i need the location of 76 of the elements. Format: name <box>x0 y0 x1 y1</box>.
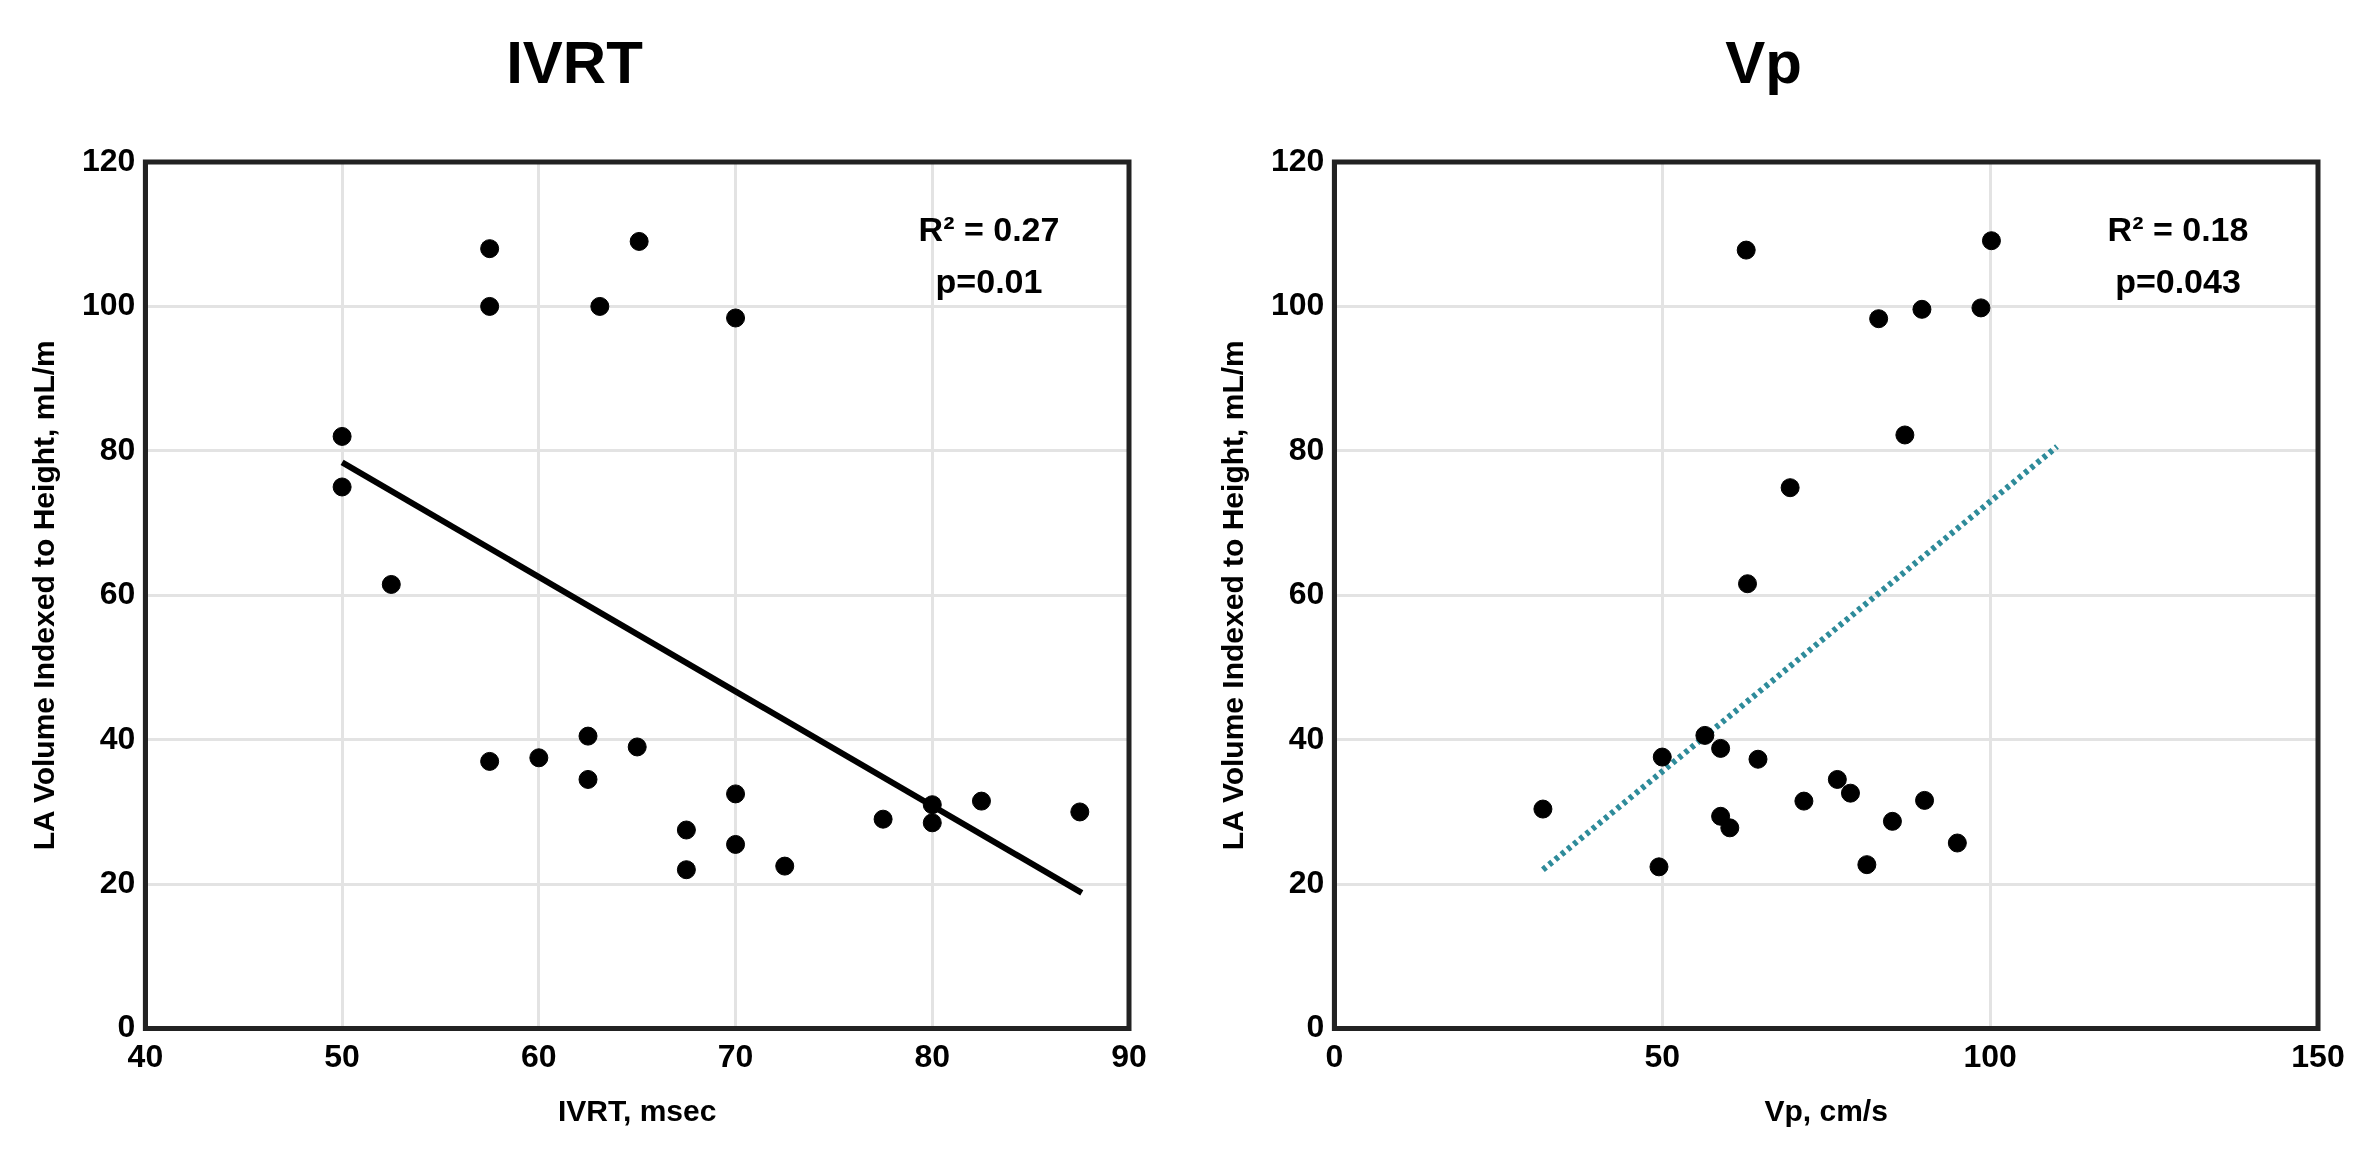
point <box>1736 240 1756 260</box>
point <box>480 239 500 259</box>
point <box>480 751 500 771</box>
x-tick-label: 70 <box>717 1037 754 1074</box>
point <box>332 426 352 446</box>
y-tick-label: 60 <box>1288 575 1325 612</box>
point <box>1738 574 1758 594</box>
y-tick-label: 80 <box>99 430 136 467</box>
point <box>1882 811 1902 831</box>
point <box>578 726 598 746</box>
point <box>1981 231 2001 251</box>
y-tick-label: 20 <box>1288 863 1325 900</box>
point <box>726 308 746 328</box>
point <box>1711 738 1731 758</box>
y-tick-label: 100 <box>1271 286 1325 323</box>
point <box>381 574 401 594</box>
point <box>873 809 893 829</box>
point <box>1070 802 1090 822</box>
chart-title: IVRT <box>506 28 643 96</box>
point <box>1748 749 1768 769</box>
point <box>922 795 942 815</box>
point <box>629 231 649 251</box>
y-tick-label: 120 <box>82 141 136 178</box>
point <box>1947 833 1967 853</box>
point <box>775 856 795 876</box>
point <box>726 834 746 854</box>
point <box>1869 309 1889 329</box>
point <box>1695 725 1715 745</box>
y-tick-label: 40 <box>1288 719 1325 756</box>
point <box>1840 783 1860 803</box>
chart-title: Vp <box>1725 28 1802 96</box>
x-tick-label: 80 <box>914 1037 951 1074</box>
y-axis-title: LA Volume Indexed to Height, mL/m <box>1216 340 1250 851</box>
point <box>1912 299 1932 319</box>
point <box>1533 799 1553 819</box>
x-axis-title: IVRT, msec <box>557 1094 717 1128</box>
annotation: R² = 0.27 <box>918 210 1060 249</box>
x-tick-label: 100 <box>1963 1037 2017 1074</box>
point <box>590 296 610 316</box>
point <box>1649 857 1669 877</box>
point <box>1971 298 1991 318</box>
point <box>971 791 991 811</box>
annotation: p=0.01 <box>935 262 1043 301</box>
x-tick-label: 150 <box>2291 1037 2345 1074</box>
point <box>578 769 598 789</box>
point <box>1915 790 1935 810</box>
point <box>1857 855 1877 875</box>
point <box>1780 478 1800 498</box>
point <box>922 813 942 833</box>
y-tick-label: 0 <box>1306 1008 1325 1045</box>
point <box>332 477 352 497</box>
y-tick-label: 40 <box>99 719 136 756</box>
y-axis-title: LA Volume Indexed to Height, mL/m <box>27 340 61 851</box>
point <box>1652 747 1672 767</box>
point <box>529 748 549 768</box>
y-tick-label: 60 <box>99 575 136 612</box>
annotation: R² = 0.18 <box>2107 210 2249 249</box>
point <box>480 296 500 316</box>
y-tick-label: 100 <box>82 286 136 323</box>
point <box>1827 769 1847 789</box>
point <box>1720 818 1740 838</box>
point <box>726 784 746 804</box>
point <box>676 820 696 840</box>
x-tick-label: 50 <box>1644 1037 1681 1074</box>
x-axis-title: Vp, cm/s <box>1764 1094 1888 1128</box>
point <box>676 860 696 880</box>
point <box>1794 791 1814 811</box>
point <box>1895 425 1915 445</box>
x-tick-label: 50 <box>324 1037 360 1074</box>
y-tick-label: 80 <box>1288 430 1325 467</box>
y-tick-label: 120 <box>1271 141 1325 178</box>
y-tick-label: 20 <box>99 863 136 900</box>
annotation: p=0.043 <box>2115 262 2241 301</box>
x-tick-label: 90 <box>1111 1037 1147 1074</box>
x-tick-label: 60 <box>521 1037 557 1074</box>
point <box>627 737 647 757</box>
